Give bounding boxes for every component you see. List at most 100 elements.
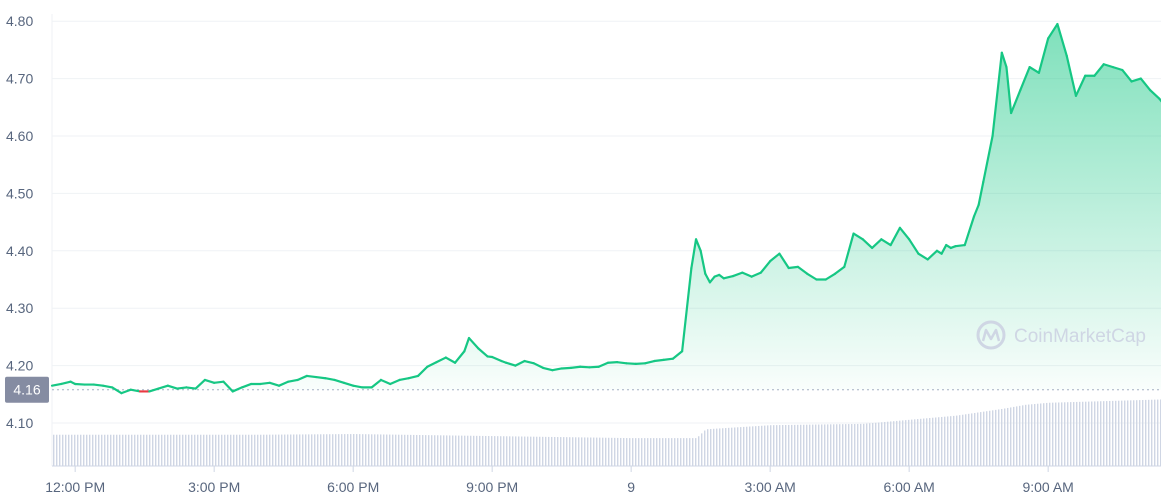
price-segment xyxy=(750,271,762,278)
volume-bar xyxy=(1139,400,1141,466)
volume-bar xyxy=(731,427,733,466)
price-segment xyxy=(1028,66,1040,74)
volume-bar xyxy=(920,418,922,466)
grid-lines xyxy=(51,14,1161,467)
volume-bar xyxy=(188,434,190,466)
volume-bar xyxy=(233,434,235,466)
volume-bar xyxy=(536,436,538,466)
price-segment xyxy=(699,249,707,275)
volume-bar xyxy=(185,434,187,466)
volume-bar xyxy=(200,434,202,466)
volume-bar xyxy=(968,413,970,466)
volume-bar xyxy=(218,434,220,466)
volume-bar xyxy=(548,436,550,466)
volume-bar xyxy=(1019,405,1021,466)
volume-bar xyxy=(860,423,862,466)
volume-bar xyxy=(683,438,685,466)
volume-bar xyxy=(152,434,154,466)
volume-bar xyxy=(554,436,556,466)
price-segment xyxy=(542,366,554,372)
volume-bar xyxy=(656,438,658,466)
volume-bar xyxy=(845,424,847,466)
volume-bar xyxy=(836,424,838,466)
price-segment xyxy=(129,388,142,393)
volume-bar xyxy=(1103,401,1105,466)
volume-bar xyxy=(59,434,61,466)
volume-bar xyxy=(713,428,715,466)
volume-bar xyxy=(728,427,730,466)
volume-bar xyxy=(1070,402,1072,466)
volume-bar xyxy=(1154,399,1156,466)
price-segment xyxy=(681,266,693,353)
volume-bar xyxy=(266,434,268,466)
volume-bar xyxy=(773,425,775,466)
price-segment xyxy=(101,384,114,389)
volume-bar xyxy=(161,434,163,466)
volume-bar xyxy=(764,425,766,466)
volume-bar xyxy=(179,434,181,466)
volume-bar xyxy=(1016,406,1018,466)
volume-bar xyxy=(716,428,718,466)
volume-bar xyxy=(197,434,199,466)
volume-bar xyxy=(383,434,385,466)
price-segment xyxy=(305,374,318,379)
volume-bar xyxy=(257,434,259,466)
volume-bar xyxy=(194,434,196,466)
volume-bar xyxy=(356,434,358,466)
volume-bar xyxy=(53,434,55,466)
price-segment xyxy=(991,51,1003,138)
price-segment xyxy=(259,381,271,386)
price-segment xyxy=(491,355,503,363)
price-segment xyxy=(870,238,883,250)
volume-bar xyxy=(230,434,232,466)
price-segment xyxy=(477,347,489,358)
volume-bar xyxy=(545,436,547,466)
volume-bar xyxy=(1112,400,1114,466)
volume-bar xyxy=(122,434,124,466)
volume-bar xyxy=(404,434,406,466)
volume-bar xyxy=(461,435,463,466)
volume-bar xyxy=(917,419,919,466)
price-segment xyxy=(1074,74,1087,97)
price-area-fill xyxy=(52,24,1161,394)
volume-bars xyxy=(53,399,1161,466)
price-segment xyxy=(963,215,976,247)
volume-bar xyxy=(1088,401,1090,466)
current-price-badge-bg xyxy=(5,376,49,403)
volume-bar xyxy=(950,416,952,466)
price-segment xyxy=(625,362,637,365)
volume-bar xyxy=(371,434,373,466)
price-segment xyxy=(407,374,420,380)
volume-bar xyxy=(134,434,136,466)
volume-bar xyxy=(653,438,655,466)
price-segment xyxy=(194,378,206,390)
x-tick-label: 9:00 AM xyxy=(1022,479,1073,495)
price-segment xyxy=(435,356,447,364)
volume-bar xyxy=(473,435,475,466)
volume-bar xyxy=(746,426,748,466)
volume-bar xyxy=(155,434,157,466)
price-segment xyxy=(861,238,874,250)
volume-bar xyxy=(959,415,961,466)
volume-bar xyxy=(680,438,682,466)
price-segment xyxy=(606,361,619,364)
volume-bar xyxy=(362,434,364,466)
volume-bar xyxy=(272,434,274,466)
volume-bar xyxy=(710,428,712,466)
volume-bar xyxy=(206,434,208,466)
volume-bar xyxy=(1148,399,1150,466)
volume-bar xyxy=(62,434,64,466)
price-segment xyxy=(148,387,160,393)
price-segment xyxy=(426,361,438,368)
logo-mark xyxy=(981,328,1001,342)
volume-bar xyxy=(929,418,931,466)
volume-bar xyxy=(707,429,709,466)
price-segment xyxy=(213,380,225,384)
price-segment xyxy=(398,377,410,382)
price-segment xyxy=(653,358,665,363)
volume-bar xyxy=(449,435,451,466)
price-segment xyxy=(185,386,197,390)
price-segment xyxy=(806,272,818,281)
volume-bar xyxy=(227,434,229,466)
volume-bar xyxy=(998,409,1000,466)
